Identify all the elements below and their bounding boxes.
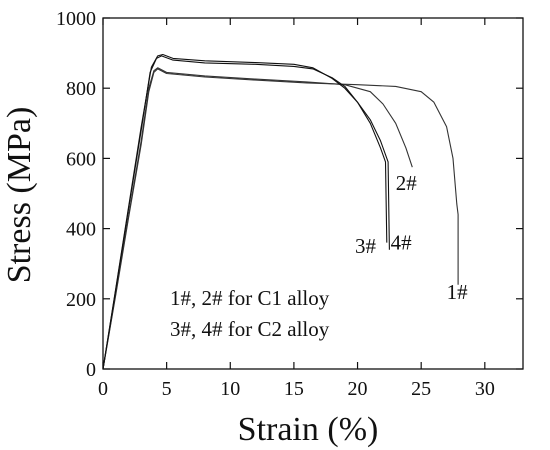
y-tick-label: 600	[66, 148, 96, 170]
labels-layer: 1# 2# 3# 4#	[355, 171, 468, 304]
y-tick-label: 800	[66, 78, 96, 100]
x-tick-label: 30	[475, 378, 495, 400]
series-line-4	[102, 53, 390, 370]
x-tick-label: 15	[284, 378, 304, 400]
x-tick-label: 10	[220, 378, 240, 400]
legend-line-1: 1#, 2# for C1 alloy	[170, 286, 330, 310]
x-axis-label: Strain (%)	[238, 411, 379, 448]
series-label-4: 4#	[391, 231, 413, 255]
series-label-2: 2#	[396, 171, 418, 195]
x-tick-label: 0	[98, 378, 108, 400]
y-tick-label: 1000	[56, 8, 96, 30]
y-axis-label: Stress (MPa)	[1, 107, 38, 284]
legend-line-2: 3#, 4# for C2 alloy	[170, 317, 330, 341]
y-tick-label: 0	[86, 359, 96, 381]
y-tick-label: 400	[66, 219, 96, 241]
x-tick-label: 20	[348, 378, 368, 400]
x-tick-label: 25	[411, 378, 431, 400]
plot-frame	[102, 17, 524, 370]
axes: 0 5 10 15 20 25 30 0 200 400 600 800 1000	[56, 8, 524, 400]
series-line-2	[102, 67, 413, 370]
x-tick-label: 5	[162, 378, 172, 400]
series-label-3: 3#	[355, 234, 377, 258]
series-layer	[102, 53, 459, 370]
y-tick-label: 200	[66, 289, 96, 311]
series-label-1: 1#	[447, 280, 469, 304]
